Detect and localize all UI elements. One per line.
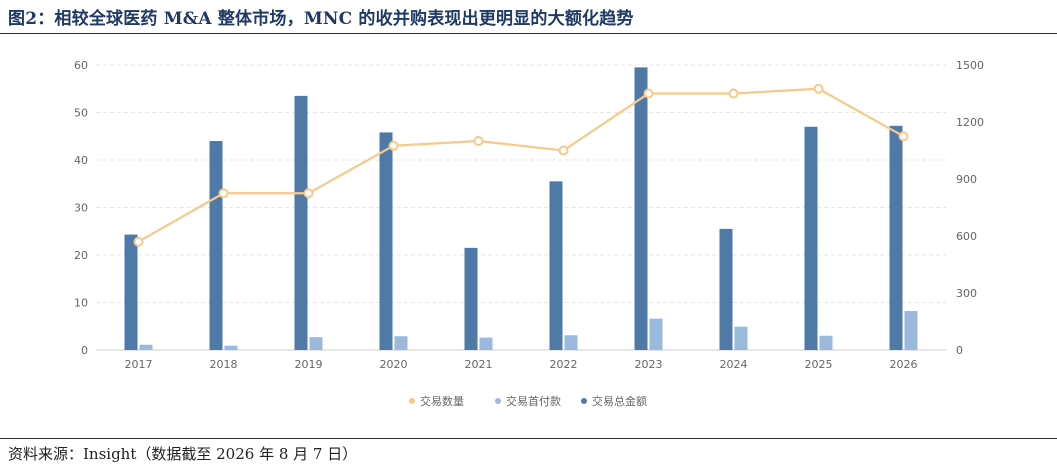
bar-total-amount [804,126,818,350]
legend-label: 交易首付款 [506,394,561,408]
figure-title: 图2：相较全球医药 M&A 整体市场，MNC 的收并购表现出更明显的大额化趋势 [8,9,634,29]
point-deal-count [813,83,824,94]
point-deal-count [558,145,569,156]
bar-total-amount [719,228,733,350]
point-deal-count [218,188,229,199]
x-tick-label: 2020 [380,358,408,371]
point-deal-count [133,236,144,247]
y-left-tick-label: 0 [81,344,88,357]
legend-marker [409,398,415,404]
x-tick-label: 2017 [125,358,153,371]
x-tick-label: 2023 [635,358,663,371]
title-rule [0,33,1057,34]
bar-total-amount [889,125,903,350]
bar-upfront-payment [819,335,833,350]
point-deal-count [388,140,399,151]
bar-upfront-payment [224,345,238,350]
bar-upfront-payment [734,326,748,350]
point-deal-count [473,136,484,146]
y-left-tick-label: 50 [74,107,88,120]
bar-upfront-payment [479,337,493,350]
bar-total-amount [209,141,223,350]
bar-total-amount [549,181,563,350]
y-left-tick-label: 20 [74,249,88,262]
y-right-tick-label: 600 [956,230,977,243]
point-deal-count [303,188,314,199]
bar-total-amount [294,95,308,350]
x-tick-label: 2024 [720,358,748,371]
source-rule [0,438,1057,439]
source-note: 资料来源：Insight（数据截至 2026 年 8 月 7 日） [8,445,358,463]
y-left-tick-label: 10 [74,297,88,310]
x-tick-label: 2026 [890,358,918,371]
bar-upfront-payment [139,344,153,350]
bar-total-amount [124,234,138,350]
point-deal-count [898,131,909,142]
y-left-tick-label: 40 [74,154,88,167]
x-tick-label: 2021 [465,358,493,371]
legend-marker [495,398,501,404]
legend-label: 交易总金额 [592,394,647,408]
y-right-tick-label: 1500 [956,59,984,72]
bar-total-amount [464,247,478,350]
y-right-tick-label: 1200 [956,116,984,129]
point-deal-count [643,88,654,99]
bar-total-amount [634,67,648,350]
bar-upfront-payment [564,335,578,350]
y-right-tick-label: 900 [956,173,977,186]
x-tick-label: 2022 [550,358,578,371]
bar-upfront-payment [394,336,408,350]
legend-marker [581,398,587,404]
x-tick-label: 2025 [805,358,833,371]
x-tick-label: 2019 [295,358,323,371]
line-deal-count [137,87,905,243]
bar-total-amount [379,132,393,350]
bar-upfront-payment [904,311,918,350]
point-deal-count [728,88,739,99]
bar-upfront-payment [309,337,323,350]
bar-upfront-payment [649,318,663,350]
y-right-tick-label: 0 [956,344,963,357]
y-right-tick-label: 300 [956,287,977,300]
y-left-tick-label: 30 [74,202,88,215]
y-left-tick-label: 60 [74,59,88,72]
legend-label: 交易数量 [420,394,464,408]
x-tick-label: 2018 [210,358,238,371]
